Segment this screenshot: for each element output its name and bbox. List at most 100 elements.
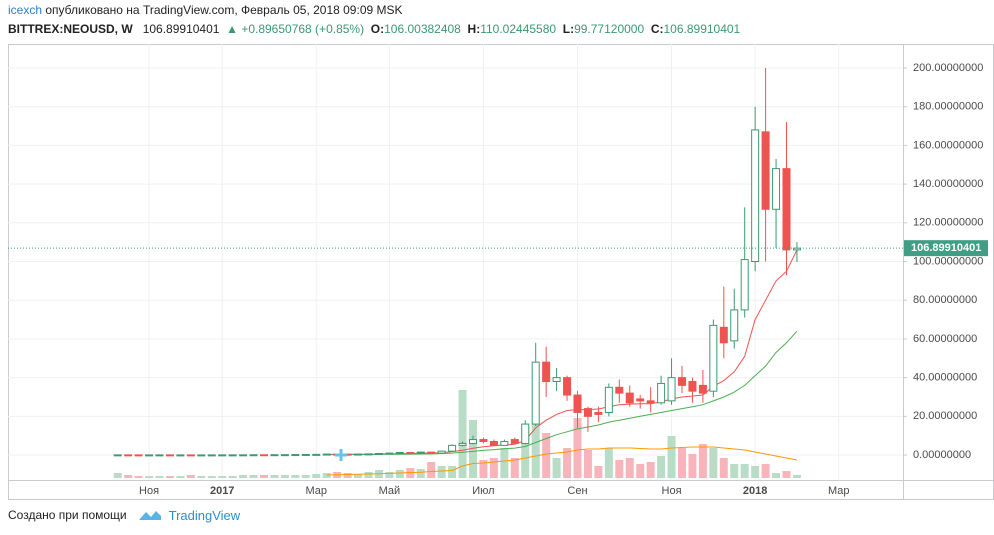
candle-body	[385, 452, 394, 455]
volume-bar	[427, 462, 436, 478]
candle-body	[469, 439, 477, 444]
candle-body	[782, 168, 791, 251]
volume-bar	[678, 448, 686, 478]
volume-bar	[437, 466, 446, 478]
volume-bar	[772, 473, 781, 478]
volume-bar	[698, 444, 707, 478]
volume-bar	[113, 473, 122, 478]
y-tick-label: 20.00000000	[913, 410, 977, 422]
volume-bar	[500, 448, 509, 478]
candle-body	[542, 361, 551, 382]
candle-body	[260, 454, 268, 457]
volume-bar	[395, 470, 404, 478]
y-tick-label: 180.00000000	[913, 101, 983, 113]
candle-body	[563, 377, 572, 396]
volume-bar	[155, 476, 164, 478]
candle-body	[646, 400, 655, 404]
volume-bar	[563, 448, 572, 478]
volume-bar	[573, 418, 582, 478]
candle-body	[395, 452, 404, 455]
candle-body	[406, 452, 415, 455]
volume-bar	[636, 464, 645, 478]
x-tick-label: Ноя	[662, 485, 682, 497]
candle-body	[427, 451, 436, 454]
y-tick-label: 40.00000000	[913, 372, 977, 384]
x-tick-label: Ноя	[139, 485, 159, 497]
candle-body	[552, 377, 561, 382]
volume-bar	[218, 476, 227, 478]
volume-bar	[291, 475, 300, 478]
ma-line	[326, 330, 798, 456]
o-value: 106.00382408	[384, 22, 461, 36]
candle-body	[740, 259, 749, 311]
volume-bar	[124, 475, 133, 478]
y-tick-label: 120.00000000	[913, 217, 983, 229]
candle-body	[155, 454, 164, 457]
candle-body	[709, 324, 718, 392]
candle-body	[374, 452, 383, 455]
candle-body	[322, 453, 331, 456]
symbol: BITTREX:NEOUSD, W	[8, 22, 133, 36]
price: 106.89910401	[142, 22, 220, 36]
volume-bar	[448, 466, 457, 478]
header-line-2: BITTREX:NEOUSD, W 106.89910401 ▲ +0.8965…	[8, 22, 740, 36]
volume-bar	[657, 456, 666, 478]
tv-logo[interactable]	[137, 507, 163, 523]
volume-bar	[322, 473, 331, 478]
volume-bar	[312, 474, 321, 478]
h-label: H:	[467, 22, 481, 36]
volume-bar	[751, 466, 760, 478]
l-label: L:	[562, 22, 575, 36]
candle-body	[354, 453, 363, 456]
candle-body	[458, 442, 467, 446]
candle-body	[657, 382, 666, 404]
candle-body	[615, 386, 624, 394]
candle-body	[364, 453, 373, 456]
volume-bar	[594, 466, 603, 478]
volume-bar	[301, 475, 310, 478]
candle-body	[280, 454, 289, 457]
last-price-label: 106.89910401	[911, 242, 981, 254]
candle-body	[291, 454, 300, 457]
volume-bar	[186, 475, 195, 478]
x-tick-label: Мар	[305, 485, 327, 497]
x-tick-label: Май	[379, 485, 401, 497]
volume-bar	[145, 476, 154, 478]
candle-body	[270, 454, 279, 457]
candle-body	[625, 392, 634, 404]
volume-bar	[552, 458, 561, 478]
candle-body	[207, 454, 216, 457]
candle-body	[197, 454, 206, 457]
y-tick-label: 80.00000000	[913, 294, 977, 306]
candle-body	[416, 451, 425, 454]
volume-bar	[343, 473, 352, 478]
volume-bar	[176, 476, 185, 478]
candle-body	[176, 454, 185, 457]
volume-bar	[625, 458, 634, 478]
y-tick-label: 60.00000000	[913, 333, 977, 345]
y-tick-label: 100.00000000	[913, 255, 983, 267]
volume-bar	[646, 462, 655, 478]
candle-body	[145, 454, 154, 457]
chart-frame	[8, 44, 994, 500]
volume-bar	[531, 423, 540, 478]
candle-body	[772, 168, 781, 210]
volume-bar	[510, 458, 519, 478]
volume-bar	[740, 464, 749, 478]
footer-brand[interactable]: TradingView	[168, 507, 241, 523]
c-label: C:	[650, 22, 664, 36]
candle-body	[521, 423, 530, 444]
volume-bar	[583, 450, 592, 478]
change: ▲ +0.89650768 (+0.85%)	[226, 22, 365, 36]
candle-body	[165, 454, 174, 457]
volume-bar	[249, 475, 258, 478]
volume-bar	[385, 472, 394, 478]
candle-body	[186, 454, 195, 457]
author[interactable]: icexch	[8, 3, 43, 17]
candle-body	[573, 394, 582, 413]
volume-bar	[709, 448, 718, 478]
candle-body	[792, 247, 801, 251]
volume-bar	[469, 420, 477, 478]
candle-body	[301, 453, 310, 456]
